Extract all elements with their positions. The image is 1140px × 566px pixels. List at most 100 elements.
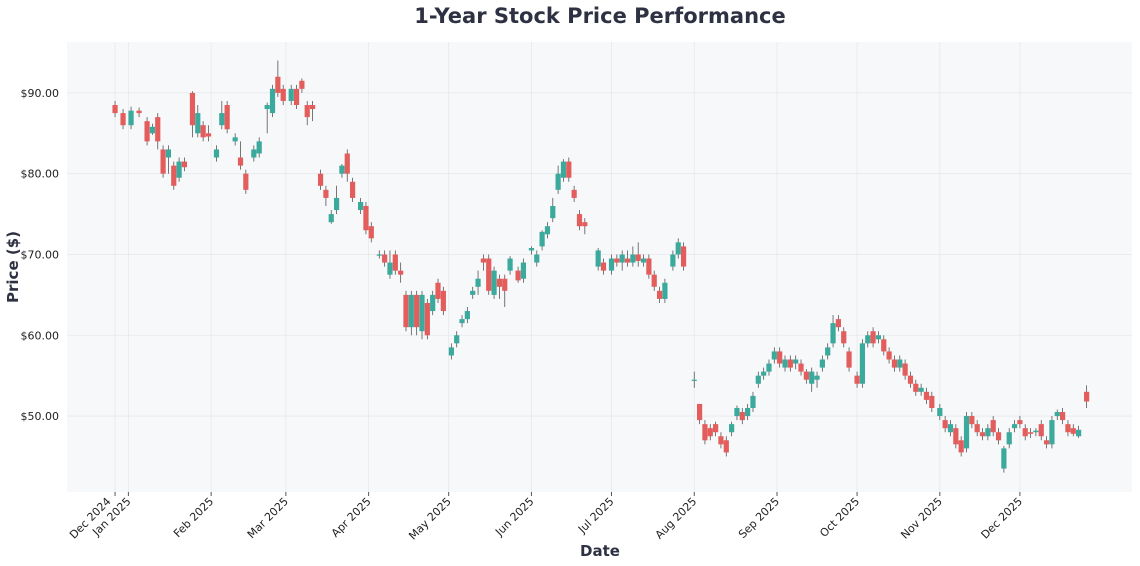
candle	[256, 137, 262, 158]
candle-body	[782, 359, 788, 368]
candle	[544, 222, 551, 239]
candle-body	[544, 226, 551, 235]
x-tick-label: Feb 2025	[171, 495, 216, 540]
candle	[907, 371, 914, 388]
x-tick-label: Dec 2025	[979, 495, 1026, 542]
candle	[237, 141, 244, 170]
candle	[745, 403, 751, 421]
candle-body	[985, 428, 991, 437]
candle-body	[819, 359, 825, 368]
y-tick-label: $60.00	[21, 329, 60, 342]
candle	[865, 331, 871, 348]
candle-body	[777, 351, 783, 364]
candle	[761, 367, 767, 380]
candle	[1043, 436, 1050, 449]
candle	[165, 145, 172, 174]
candle	[680, 242, 687, 271]
candle	[112, 100, 118, 118]
candle	[675, 238, 681, 259]
candle	[651, 270, 657, 291]
candle	[854, 371, 860, 388]
candle-body	[358, 201, 364, 211]
candle	[528, 246, 535, 255]
candle-body	[630, 254, 636, 263]
candle-body	[835, 319, 841, 328]
candle-body	[814, 375, 820, 380]
candle	[120, 109, 126, 130]
candle	[576, 210, 583, 231]
candle-body	[480, 258, 486, 263]
candle-body	[534, 254, 540, 263]
candle-body	[112, 105, 118, 114]
candle	[454, 331, 460, 348]
candle-body	[995, 432, 1002, 441]
candle-body	[181, 161, 188, 168]
candle	[470, 286, 476, 299]
candle	[979, 428, 986, 441]
candle-body	[739, 412, 745, 421]
x-tick-label: May 2025	[406, 495, 454, 543]
candle-body	[969, 416, 975, 425]
candle	[713, 421, 719, 437]
candle-body	[865, 335, 871, 344]
candle	[440, 286, 446, 316]
candle	[1065, 420, 1071, 437]
candle-body	[651, 274, 657, 287]
candle-body	[600, 262, 607, 271]
candle	[600, 258, 607, 275]
candle-body	[520, 262, 527, 279]
candle-body	[608, 258, 615, 271]
candle-body	[144, 121, 150, 142]
candle	[729, 421, 735, 437]
candle-body	[376, 254, 382, 256]
candle	[571, 185, 577, 202]
plot-area	[67, 42, 1132, 492]
candle-body	[846, 351, 852, 368]
candle-body	[419, 294, 425, 332]
candle	[1001, 445, 1007, 473]
candle	[486, 254, 492, 295]
candle	[534, 250, 540, 267]
candle-body	[440, 290, 446, 312]
candle-body	[430, 294, 436, 312]
candle	[160, 145, 166, 178]
candle	[739, 407, 745, 425]
candle-body	[707, 428, 713, 437]
candle	[793, 355, 799, 370]
candle-body	[958, 440, 964, 453]
candle-body	[155, 117, 161, 142]
candle-body	[830, 323, 836, 344]
candle-body	[464, 311, 470, 320]
candle-body	[350, 181, 356, 198]
candle	[219, 100, 225, 130]
candle-body	[1027, 432, 1034, 434]
candle	[382, 250, 388, 267]
candle	[891, 355, 898, 372]
candle	[459, 315, 465, 328]
candle-body	[528, 248, 535, 251]
candle	[560, 159, 567, 182]
candle-body	[368, 226, 374, 239]
candle	[323, 185, 329, 207]
candle-body	[640, 258, 647, 263]
candle-body	[363, 206, 369, 231]
y-axis-label: Price ($)	[4, 231, 22, 303]
candle	[923, 387, 930, 404]
candle-body	[344, 153, 350, 174]
candle	[155, 113, 161, 150]
candle	[646, 254, 652, 279]
candle	[985, 424, 991, 441]
candle-body	[387, 262, 393, 275]
candle-body	[675, 242, 681, 255]
candle	[304, 100, 310, 126]
candle	[149, 123, 156, 135]
candle-body	[1054, 412, 1060, 417]
candle-body	[793, 359, 799, 364]
candle-body	[1070, 428, 1076, 434]
candle-body	[1022, 428, 1028, 437]
candle	[782, 355, 788, 372]
candle-body	[403, 294, 409, 328]
candle	[582, 218, 588, 235]
chart-title: 1-Year Stock Price Performance	[414, 4, 785, 28]
